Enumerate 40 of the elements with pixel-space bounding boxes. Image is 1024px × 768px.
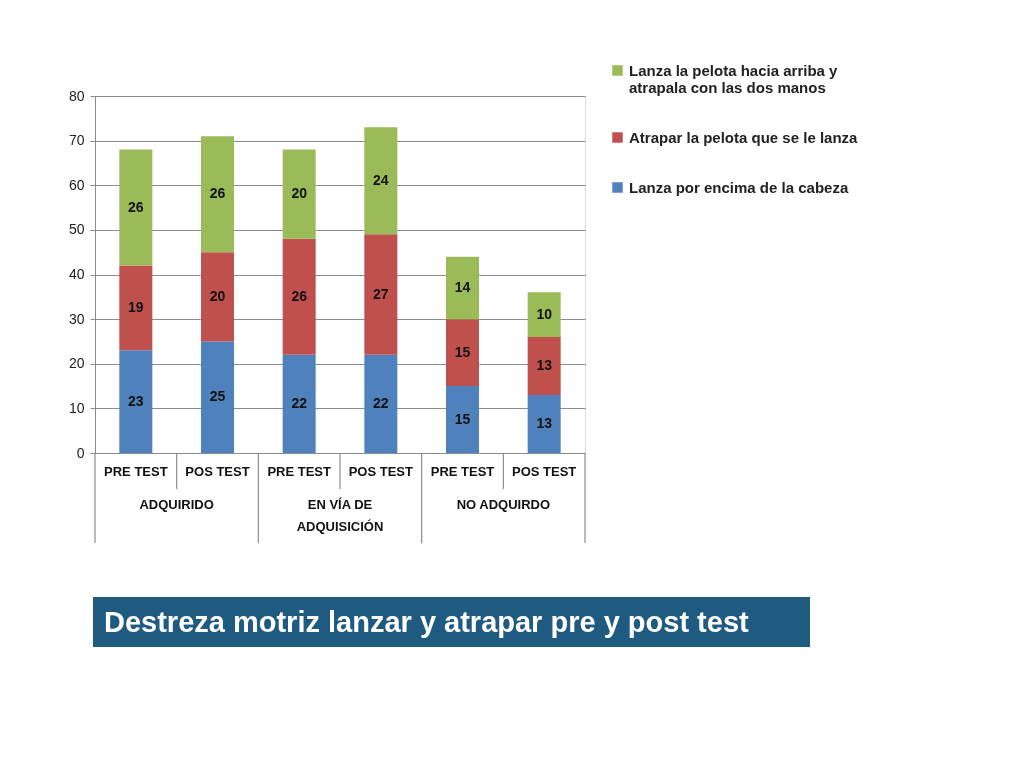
- y-tick-label: 80: [68, 87, 85, 104]
- data-label: 13: [536, 356, 553, 373]
- data-label: 20: [291, 185, 308, 202]
- y-tick-label: 50: [68, 221, 85, 238]
- y-tick-label: 40: [68, 266, 85, 282]
- data-label: 26: [291, 287, 308, 304]
- data-label: 25: [209, 388, 226, 405]
- data-label: 10: [536, 305, 553, 322]
- data-label: 20: [209, 287, 226, 304]
- x-tick-label: POS TEST: [348, 463, 414, 479]
- x-tick-label: POS TEST: [185, 463, 250, 479]
- data-label: 14: [454, 278, 471, 295]
- text: EN VÍA DE ADQUISICIÓN: [296, 497, 384, 534]
- y-tick-label: 70: [68, 132, 85, 149]
- x-tick-label: POS TEST: [512, 463, 577, 479]
- data-label: 27: [373, 285, 389, 302]
- x-tick-label: PRE TEST: [104, 463, 168, 479]
- data-label: 26: [209, 185, 226, 202]
- text: ADQUIRIDO: [139, 497, 214, 512]
- data-label: 26: [128, 198, 144, 215]
- text: NO ADQUIRDO: [456, 497, 551, 512]
- data-label: 23: [128, 392, 144, 409]
- text: Destreza motriz lanzar y atrapar pre y post test: [104, 606, 750, 638]
- x-tick-label: PRE TEST: [430, 463, 495, 479]
- y-tick-label: 0: [76, 444, 85, 461]
- y-tick-label: 20: [68, 355, 85, 372]
- legend-label: Lanza por encima de la cabeza: [629, 178, 849, 196]
- data-label: 13: [536, 414, 553, 431]
- y-tick-label: 30: [68, 310, 85, 327]
- y-tick-label: 10: [68, 399, 85, 416]
- data-label: 24: [373, 171, 389, 188]
- x-tick-label: PRE TEST: [267, 463, 331, 479]
- data-label: 22: [373, 394, 389, 411]
- y-tick-label: 60: [68, 176, 85, 193]
- data-label: 22: [291, 394, 308, 411]
- legend-label: Lanza la pelota hacia arriba y atrapala con las dos manos: [629, 61, 839, 96]
- data-label: 15: [454, 343, 471, 360]
- data-label: 15: [454, 410, 471, 427]
- legend-label: Atrapar la pelota que se le lanza: [629, 128, 859, 146]
- data-label: 19: [128, 298, 144, 315]
